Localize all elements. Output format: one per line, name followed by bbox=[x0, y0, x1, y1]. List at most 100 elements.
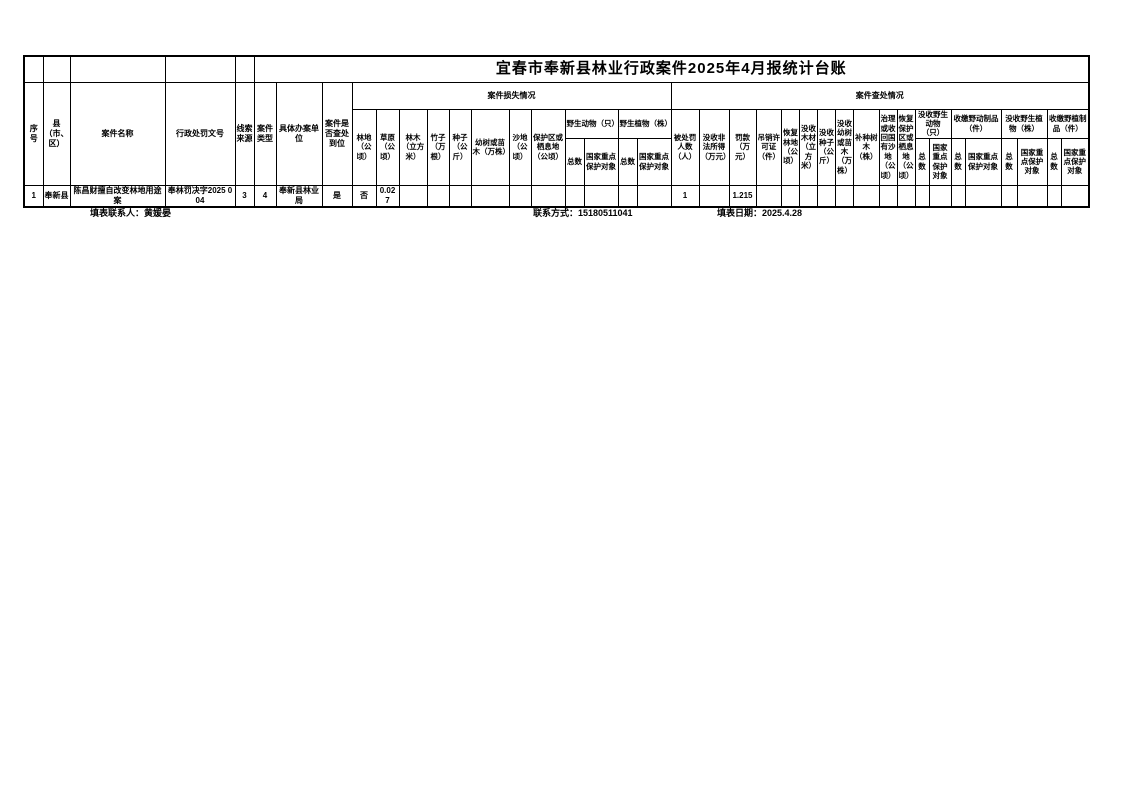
header-conf-timber: 没收木材（立方米） bbox=[799, 108, 818, 186]
header-clue-source: 线索来源 bbox=[234, 81, 255, 186]
cell-license bbox=[755, 184, 782, 208]
cell-seized-animal-products-total bbox=[950, 184, 966, 208]
header-loss-forest-land: 林地（公顷） bbox=[351, 108, 377, 186]
header-total: 总数 bbox=[1046, 137, 1062, 186]
header-loss-timber: 林木（立方米） bbox=[398, 108, 428, 186]
header-illegal-income: 没收非法所得（万元） bbox=[698, 108, 730, 186]
ledger-table: 宜春市奉新县林业行政案件2025年4月报统计台账 序号 县（市、区） 案件名称 … bbox=[23, 55, 1090, 208]
header-sand-reclaim: 治理或收回国有沙地（公顷） bbox=[878, 108, 898, 186]
cell-fine: 1.215 bbox=[728, 184, 757, 208]
cell-conf-plants-total bbox=[1000, 184, 1018, 208]
cell-restore-forest bbox=[781, 184, 800, 208]
header-loss-bamboo: 竹子（万根） bbox=[426, 108, 450, 186]
cell-loss-animals-total bbox=[564, 184, 585, 208]
header-replant: 补种树木（株） bbox=[853, 108, 880, 186]
footer-phone: 联系方式：15180511041 bbox=[533, 208, 633, 218]
cell-conf-plants-nkp bbox=[1016, 184, 1048, 208]
cell-loss-animals-nkp bbox=[583, 184, 619, 208]
header-nkp: 国家重点保护对象 bbox=[964, 137, 1002, 186]
header-case-type: 案件类型 bbox=[253, 81, 277, 186]
subgroup-header-conf-animals: 没收野生动物（只） bbox=[914, 108, 952, 139]
header-total: 总数 bbox=[914, 137, 930, 186]
header-total: 总数 bbox=[950, 137, 966, 186]
cell-seized-plant-products-total bbox=[1046, 184, 1062, 208]
header-restore-reserve: 恢复保护区或栖息地（公顷） bbox=[896, 108, 916, 186]
subgroup-header-seized-plant-products: 收缴野植制品（件） bbox=[1046, 108, 1090, 139]
subgroup-header-wild-animals: 野生动物（只） bbox=[564, 108, 619, 139]
header-case-name: 案件名称 bbox=[69, 81, 166, 186]
header-row-groups: 序号 县（市、区） 案件名称 行政处罚文号 线索来源 案件类型 具体办案单位 案… bbox=[23, 81, 1090, 186]
cell-conf-saplings bbox=[835, 184, 854, 208]
cell-doc-no: 奉林罚决字2025 004 bbox=[164, 184, 236, 208]
cell-in-place: 是 bbox=[321, 184, 353, 208]
group-header-handle: 案件查处情况 bbox=[670, 81, 1090, 110]
header-loss-seeds: 种子（公斤） bbox=[448, 108, 472, 186]
ledger-sheet: 宜春市奉新县林业行政案件2025年4月报统计台账 序号 县（市、区） 案件名称 … bbox=[23, 55, 1090, 208]
header-fine: 罚款（万元） bbox=[728, 108, 757, 186]
header-loss-reserve: 保护区或栖息地（公顷） bbox=[530, 108, 566, 186]
cell-case-type: 4 bbox=[253, 184, 277, 208]
cell-conf-seeds bbox=[817, 184, 836, 208]
cell-punished: 1 bbox=[670, 184, 700, 208]
cell-clue-source: 3 bbox=[234, 184, 255, 208]
cell-loss-sand bbox=[508, 184, 532, 208]
title-row-empty-cell bbox=[69, 55, 166, 83]
table-row: 1 奉新县 陈昌财擅自改变林地用途案 奉林罚决字2025 004 3 4 奉新县… bbox=[23, 184, 1090, 208]
header-total: 总数 bbox=[617, 137, 638, 186]
header-seq: 序号 bbox=[23, 81, 44, 186]
header-nkp: 国家重点保护对象 bbox=[1016, 137, 1048, 186]
cell-county: 奉新县 bbox=[42, 184, 71, 208]
header-county: 县（市、区） bbox=[42, 81, 71, 186]
cell-loss-plants-nkp bbox=[636, 184, 672, 208]
header-nkp: 国家重点保护对象 bbox=[583, 137, 619, 186]
header-restore-forest: 恢复林地（公顷） bbox=[781, 108, 800, 186]
group-header-loss: 案件损失情况 bbox=[351, 81, 672, 110]
subgroup-header-seized-animal-products: 收缴野动制品（件） bbox=[950, 108, 1002, 139]
header-unit: 具体办案单位 bbox=[275, 81, 323, 186]
header-in-place: 案件是否查处到位 bbox=[321, 81, 353, 186]
cell-loss-reserve bbox=[530, 184, 566, 208]
title-row-empty-cell bbox=[234, 55, 255, 83]
cell-sand-reclaim bbox=[878, 184, 898, 208]
page-title: 宜春市奉新县林业行政案件2025年4月报统计台账 bbox=[253, 55, 1090, 83]
header-conf-seeds: 没收种子（公斤） bbox=[817, 108, 836, 186]
cell-seq: 1 bbox=[23, 184, 44, 208]
cell-conf-timber bbox=[799, 184, 818, 208]
header-doc-no: 行政处罚文号 bbox=[164, 81, 236, 186]
header-total: 总数 bbox=[564, 137, 585, 186]
header-nkp: 国家重点保护对象 bbox=[928, 137, 952, 186]
title-row-empty-cell bbox=[23, 55, 44, 83]
header-license: 吊销许可证（件） bbox=[755, 108, 782, 186]
cell-loss-forest-land: 否 bbox=[351, 184, 377, 208]
title-row: 宜春市奉新县林业行政案件2025年4月报统计台账 bbox=[23, 55, 1090, 83]
header-nkp: 国家重点保护对象 bbox=[636, 137, 672, 186]
cell-loss-plants-total bbox=[617, 184, 638, 208]
footer-row: 填表联系人：黄媛晏 联系方式：15180511041 填表日期：2025.4.2… bbox=[0, 206, 1122, 220]
cell-conf-animals-nkp bbox=[928, 184, 952, 208]
subgroup-header-wild-plants: 野生植物（株） bbox=[617, 108, 672, 139]
cell-seized-plant-products-nkp bbox=[1060, 184, 1090, 208]
cell-loss-grassland: 0.027 bbox=[375, 184, 400, 208]
header-row-leaf: 总数 国家重点保护对象 总数 国家重点保护对象 总数 国家重点保护对象 总数 国… bbox=[24, 137, 1090, 186]
header-total: 总数 bbox=[1000, 137, 1018, 186]
cell-case-name: 陈昌财擅自改变林地用途案 bbox=[69, 184, 166, 208]
footer-date: 填表日期：2025.4.28 bbox=[717, 208, 803, 218]
cell-loss-timber bbox=[398, 184, 428, 208]
cell-conf-animals-total bbox=[914, 184, 930, 208]
cell-loss-seeds bbox=[448, 184, 472, 208]
cell-replant bbox=[853, 184, 880, 208]
header-conf-saplings: 没收幼树或苗木（万株） bbox=[835, 108, 854, 186]
header-punished: 被处罚人数（人） bbox=[670, 108, 700, 186]
cell-seized-animal-products-nkp bbox=[964, 184, 1002, 208]
header-loss-saplings: 幼树或苗木（万株） bbox=[470, 108, 510, 186]
cell-loss-saplings bbox=[470, 184, 510, 208]
cell-unit: 奉新县林业局 bbox=[275, 184, 323, 208]
footer-contact: 填表联系人：黄媛晏 bbox=[90, 208, 172, 218]
cell-restore-reserve bbox=[896, 184, 916, 208]
subgroup-header-conf-plants: 没收野生植物（株） bbox=[1000, 108, 1048, 139]
header-nkp: 国家重点保护对象 bbox=[1060, 137, 1090, 186]
header-loss-grassland: 草原（公顷） bbox=[375, 108, 400, 186]
title-row-empty-cell bbox=[164, 55, 236, 83]
header-row-subgroups: 林地（公顷） 草原（公顷） 林木（立方米） 竹子（万根） 种子（公斤） 幼树或苗… bbox=[24, 108, 1090, 186]
title-row-empty-cell bbox=[42, 55, 71, 83]
